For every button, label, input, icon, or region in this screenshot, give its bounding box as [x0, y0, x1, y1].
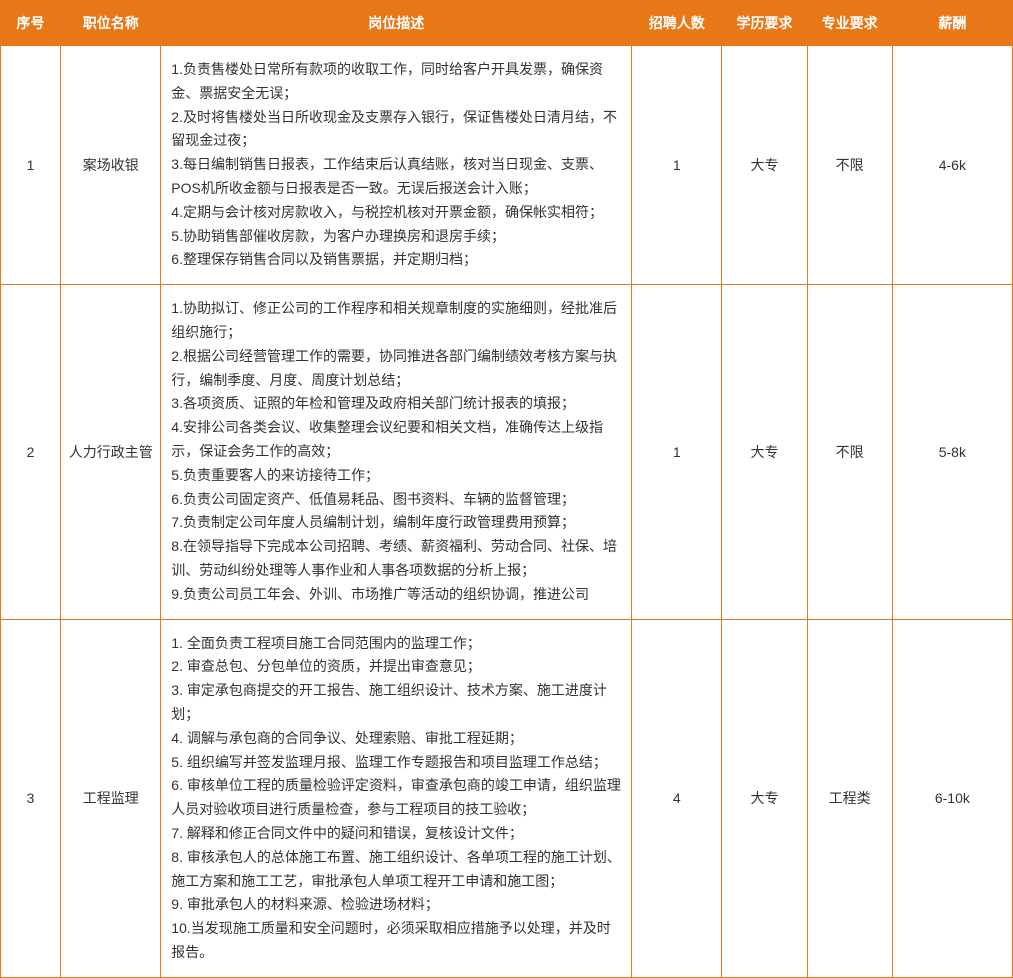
cell-seq: 1	[1, 46, 61, 285]
cell-count: 1	[632, 285, 722, 619]
table-header-row: 序号 职位名称 岗位描述 招聘人数 学历要求 专业要求 薪酬	[1, 1, 1013, 46]
cell-count: 4	[632, 619, 722, 977]
cell-title: 工程监理	[61, 619, 161, 977]
cell-desc: 1.负责售楼处日常所有款项的收取工作，同时给客户开具发票，确保资金、票据安全无误…	[161, 46, 632, 285]
cell-salary: 5-8k	[892, 285, 1012, 619]
cell-major: 工程类	[807, 619, 892, 977]
col-header-seq: 序号	[1, 1, 61, 46]
cell-title: 案场收银	[61, 46, 161, 285]
cell-edu: 大专	[722, 46, 807, 285]
cell-seq: 2	[1, 285, 61, 619]
col-header-title: 职位名称	[61, 1, 161, 46]
cell-edu: 大专	[722, 285, 807, 619]
cell-title: 人力行政主管	[61, 285, 161, 619]
cell-desc: 1. 全面负责工程项目施工合同范围内的监理工作；2. 审查总包、分包单位的资质，…	[161, 619, 632, 977]
table-row: 2 人力行政主管 1.协助拟订、修正公司的工作程序和相关规章制度的实施细则，经批…	[1, 285, 1013, 619]
cell-seq: 3	[1, 619, 61, 977]
cell-count: 1	[632, 46, 722, 285]
col-header-edu: 学历要求	[722, 1, 807, 46]
cell-major: 不限	[807, 285, 892, 619]
col-header-salary: 薪酬	[892, 1, 1012, 46]
cell-salary: 4-6k	[892, 46, 1012, 285]
table-row: 1 案场收银 1.负责售楼处日常所有款项的收取工作，同时给客户开具发票，确保资金…	[1, 46, 1013, 285]
col-header-major: 专业要求	[807, 1, 892, 46]
table-body: 1 案场收银 1.负责售楼处日常所有款项的收取工作，同时给客户开具发票，确保资金…	[1, 46, 1013, 978]
cell-major: 不限	[807, 46, 892, 285]
cell-salary: 6-10k	[892, 619, 1012, 977]
cell-desc: 1.协助拟订、修正公司的工作程序和相关规章制度的实施细则，经批准后组织施行；2.…	[161, 285, 632, 619]
col-header-count: 招聘人数	[632, 1, 722, 46]
recruitment-table: 序号 职位名称 岗位描述 招聘人数 学历要求 专业要求 薪酬 1 案场收银 1.…	[0, 0, 1013, 978]
col-header-desc: 岗位描述	[161, 1, 632, 46]
table-row: 3 工程监理 1. 全面负责工程项目施工合同范围内的监理工作；2. 审查总包、分…	[1, 619, 1013, 977]
cell-edu: 大专	[722, 619, 807, 977]
